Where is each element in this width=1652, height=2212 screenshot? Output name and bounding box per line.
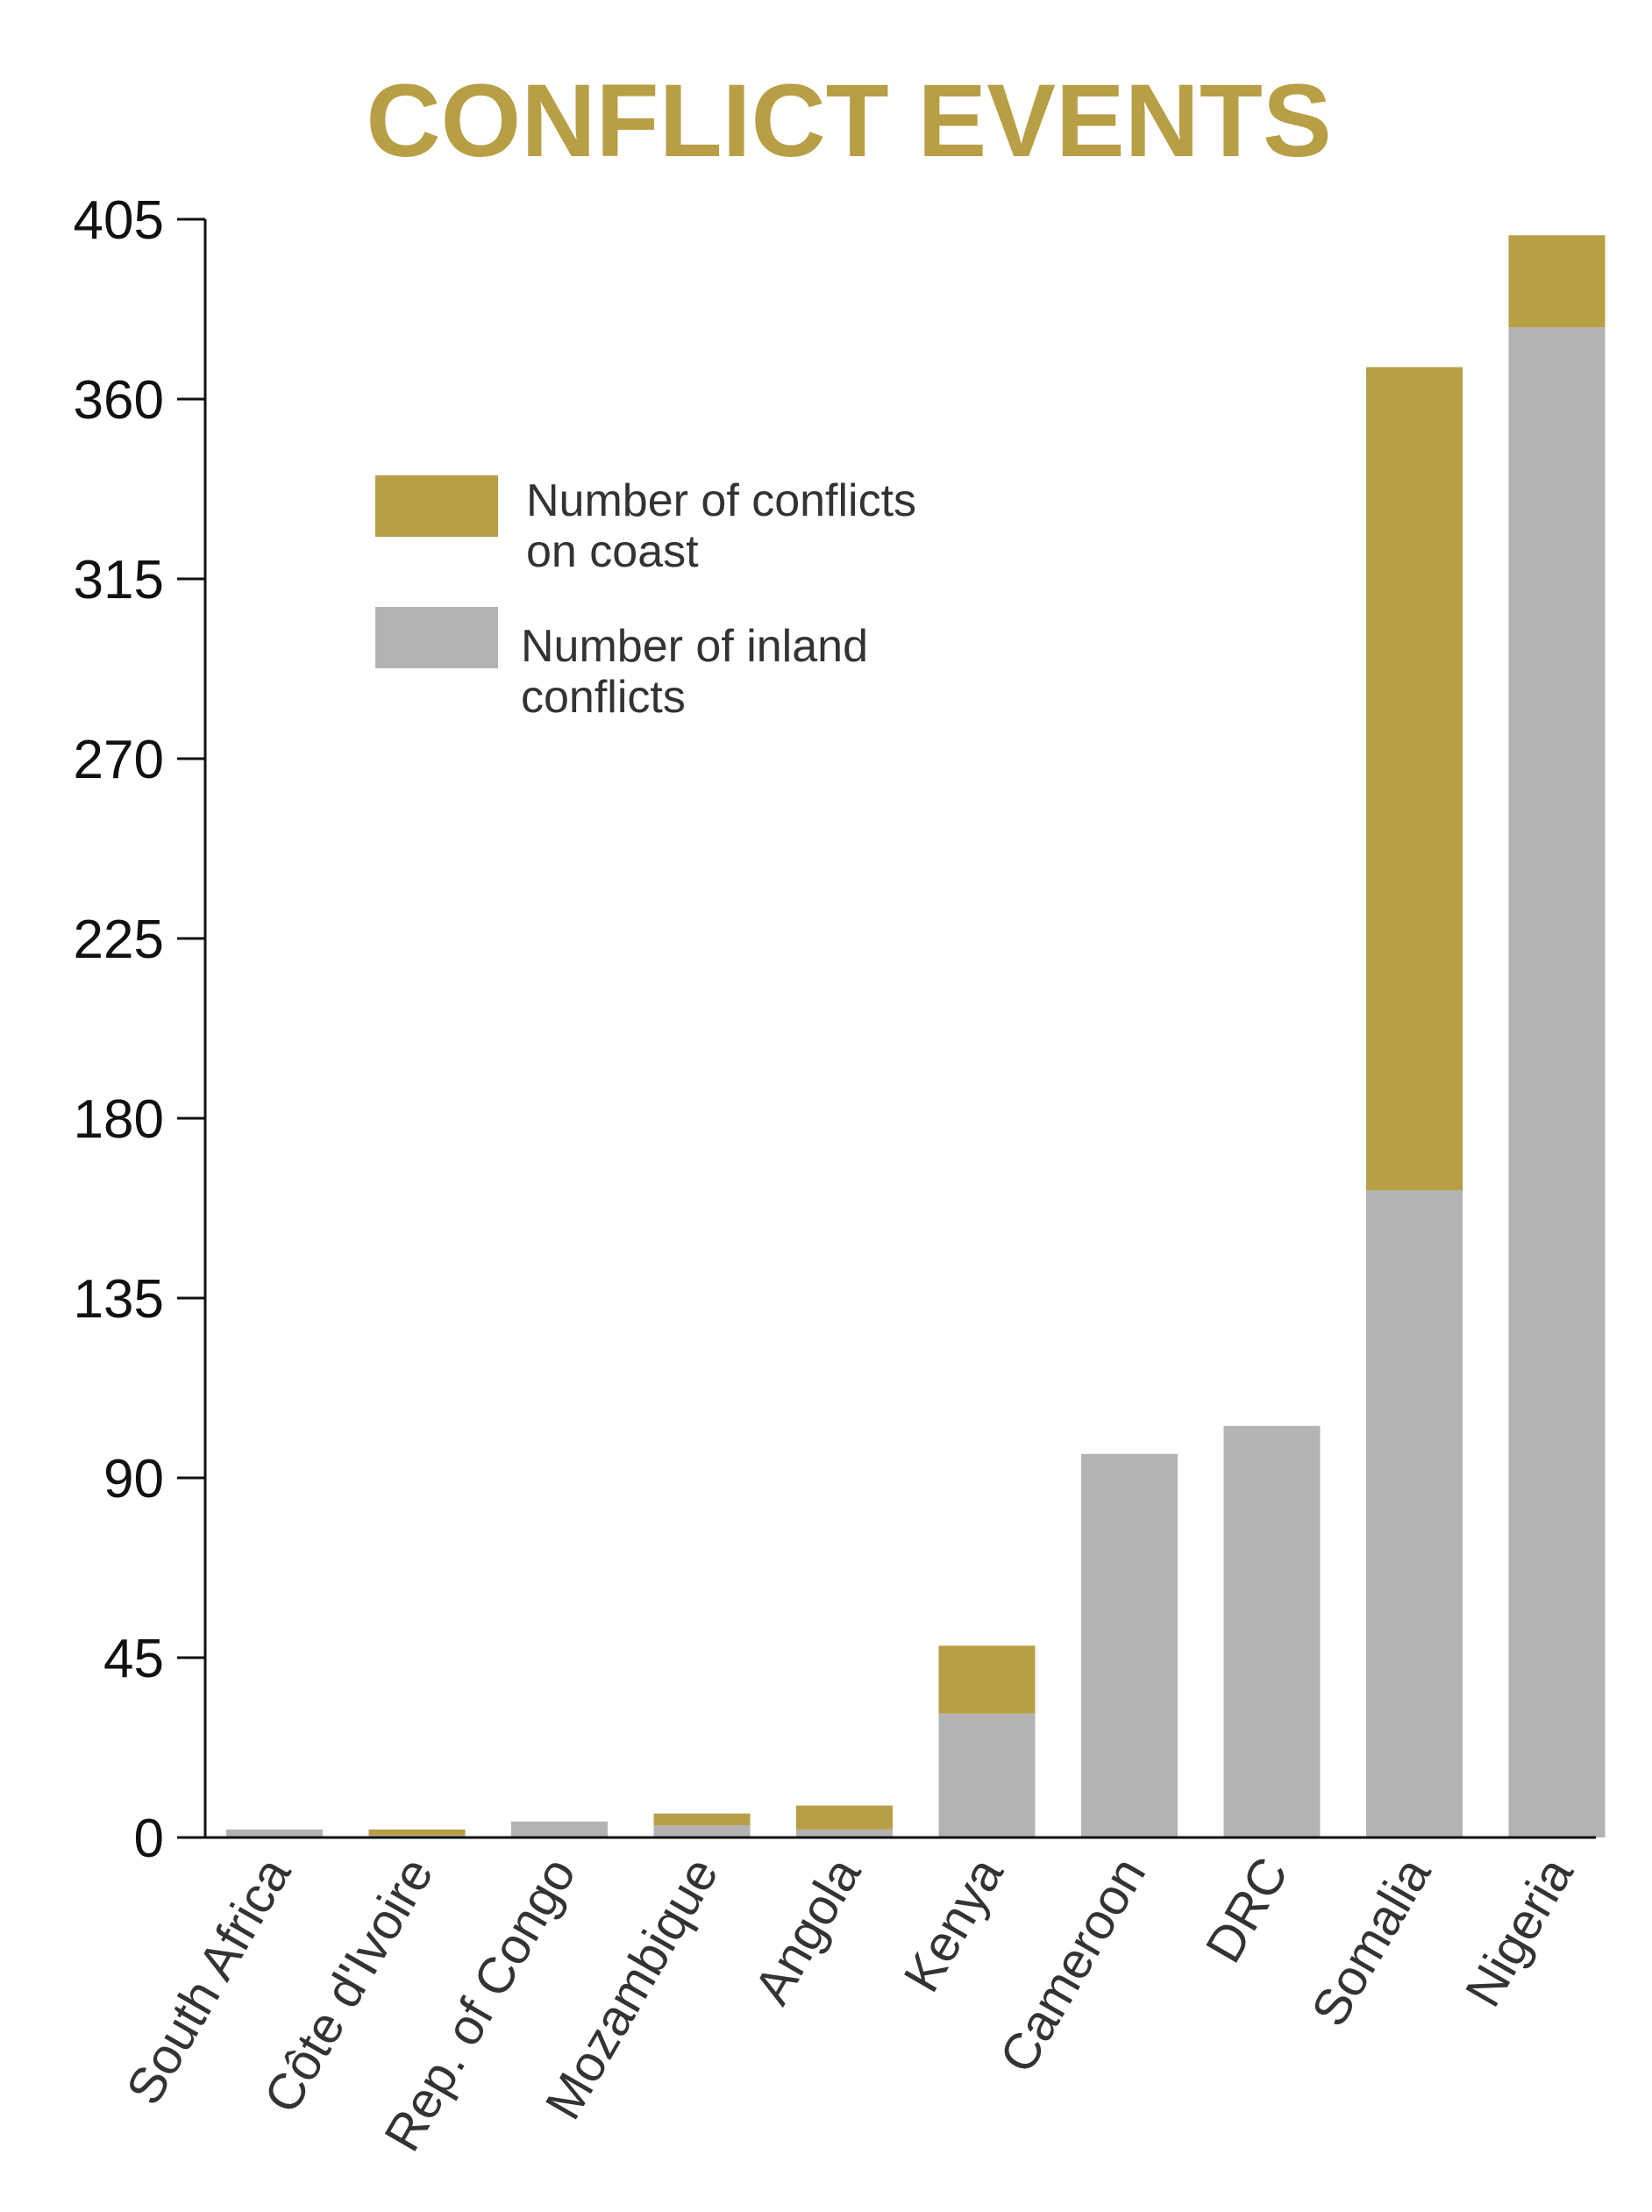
y-tick-label: 90 [103,1449,164,1509]
bar-coast-kenya [938,1645,1036,1714]
chart-title: CONFLICT EVENTS [366,63,1331,179]
bar-inland-mozambique [653,1825,751,1837]
y-tick-label: 45 [103,1629,164,1689]
legend-label-coast: Number of conflicts on coast [526,475,929,577]
legend-label-inland-line2: conflicts [521,672,686,723]
legend-label-inland: Number of inland conflicts [521,621,880,723]
y-tick-label: 315 [74,550,164,610]
legend-swatch-inland [375,607,498,668]
legend-label-coast-line2: on coast [526,526,699,577]
y-tick-label: 360 [74,370,164,431]
y-tick-label: 135 [74,1269,164,1330]
x-tick-label-nigeria: Nigeria [1455,1847,1585,2016]
bar-inland-rep-of-congo [511,1821,608,1837]
x-tick-label-angola: Angola [744,1847,872,2014]
y-tick-label: 180 [74,1089,164,1150]
bar-coast-cote-d-ivoire [368,1829,466,1836]
legend: Number of conflicts on coast Number of i… [375,475,929,723]
legend-label-inland-line1: Number of inland [521,621,868,672]
bar-inland-angola [796,1829,893,1837]
x-tick-label-cameroon: Cameroon [989,1848,1157,2082]
bar-coast-nigeria [1508,235,1606,327]
bar-inland-drc [1223,1425,1321,1837]
bar-inland-south-africa [226,1829,323,1837]
y-tick-label: 225 [74,910,164,970]
bar-coast-somalia [1366,367,1463,1190]
bar-coast-mozambique [653,1813,751,1826]
x-tick-label-kenya: Kenya [893,1847,1015,2002]
x-tick-label-somalia: Somalia [1300,1847,1442,2036]
y-axis-ticks: 0 45 90 135 180 225 270 315 360 405 [74,190,205,1869]
bars-group [226,235,1606,1837]
bar-inland-cameroon [1081,1453,1178,1837]
y-tick-label: 270 [74,730,164,790]
legend-label-coast-line1: Number of conflicts [526,475,916,526]
axes [203,219,1596,1839]
bar-inland-nigeria [1508,327,1606,1837]
legend-swatch-coast [375,475,498,537]
y-tick-label: 405 [74,190,164,251]
bar-inland-kenya [938,1713,1036,1837]
y-tick-label: 0 [134,1809,164,1869]
bar-inland-somalia [1366,1190,1463,1837]
bar-coast-angola [796,1805,893,1830]
x-tick-label-drc: DRC [1195,1848,1300,1972]
